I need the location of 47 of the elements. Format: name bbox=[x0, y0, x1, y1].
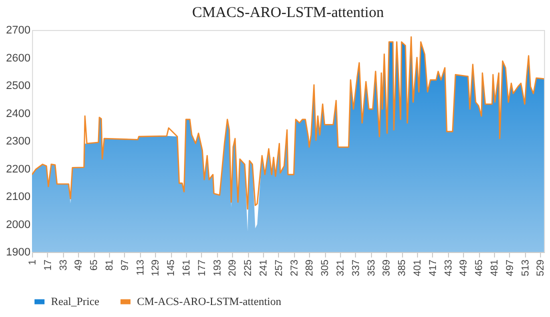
x-tick-label: 433 bbox=[443, 259, 454, 276]
y-tick-label: 2400 bbox=[6, 108, 30, 120]
x-tick-label: 369 bbox=[382, 259, 393, 276]
x-tick-label: 449 bbox=[458, 259, 470, 276]
x-tick-label: 145 bbox=[166, 259, 178, 276]
x-tick-label: 1 bbox=[28, 259, 38, 266]
x-tick-label: 33 bbox=[58, 259, 70, 271]
x-tick-label: 353 bbox=[366, 259, 378, 276]
x-tick-label: 17 bbox=[42, 259, 54, 271]
chart-title: CMACS-ARO-LSTM-attention bbox=[192, 5, 384, 21]
x-tick-label: 257 bbox=[274, 259, 285, 276]
y-tick-label: 2200 bbox=[6, 163, 30, 176]
x-tick-label: 209 bbox=[228, 259, 239, 276]
x-tick-label: 273 bbox=[289, 259, 300, 276]
y-tick-label: 1900 bbox=[6, 246, 30, 258]
legend-label: CM-ACS-ARO-LSTM-attention bbox=[137, 296, 282, 308]
x-tick-label: 193 bbox=[212, 259, 224, 276]
x-tick-label: 321 bbox=[335, 259, 346, 276]
x-tick-label: 65 bbox=[89, 259, 100, 271]
x-tick-label: 305 bbox=[320, 259, 332, 276]
x-tick-label: 225 bbox=[243, 259, 254, 276]
x-tick-label: 417 bbox=[428, 259, 439, 276]
legend-label: Real_Price bbox=[51, 296, 100, 308]
x-tick-label: 401 bbox=[412, 259, 424, 276]
y-tick-label: 2300 bbox=[6, 136, 30, 148]
x-tick-label: 497 bbox=[504, 259, 516, 276]
line-series bbox=[32, 36, 544, 210]
x-tick-label: 177 bbox=[196, 259, 208, 276]
x-tick-label: 513 bbox=[520, 259, 532, 276]
x-tick-label: 529 bbox=[536, 259, 547, 276]
x-tick-label: 465 bbox=[474, 259, 486, 276]
x-tick-label: 241 bbox=[258, 259, 270, 276]
y-tick-label: 2500 bbox=[6, 80, 30, 92]
y-tick-label: 2000 bbox=[6, 218, 30, 231]
x-tick-label: 337 bbox=[350, 259, 362, 276]
x-tick-label: 289 bbox=[304, 259, 316, 276]
x-tick-label: 129 bbox=[150, 259, 162, 276]
x-tick-label: 49 bbox=[74, 259, 85, 271]
y-tick-label: 2600 bbox=[6, 52, 30, 64]
y-tick-label: 2100 bbox=[6, 191, 30, 203]
x-tick-label: 113 bbox=[135, 259, 146, 276]
x-tick-label: 81 bbox=[104, 259, 116, 271]
x-tick-label: 161 bbox=[181, 259, 192, 276]
y-tick-label: 2700 bbox=[6, 24, 30, 36]
x-tick-label: 385 bbox=[397, 259, 408, 276]
x-tick-label: 481 bbox=[489, 259, 500, 276]
x-tick-label: 97 bbox=[120, 259, 131, 271]
